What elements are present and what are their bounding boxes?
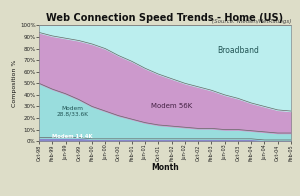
Title: Web Connection Speed Trends - Home (US): Web Connection Speed Trends - Home (US) (46, 13, 284, 23)
Text: Broadband: Broadband (217, 46, 259, 55)
Text: Modem
28.8/33.6K: Modem 28.8/33.6K (56, 106, 88, 116)
X-axis label: Month: Month (151, 163, 179, 172)
Text: (Source: Nielsen/NetRatings): (Source: Nielsen/NetRatings) (212, 19, 291, 24)
Text: Modem 14.4K: Modem 14.4K (52, 134, 93, 139)
Y-axis label: Composition %: Composition % (12, 60, 17, 107)
Text: Modem 56K: Modem 56K (151, 103, 192, 109)
